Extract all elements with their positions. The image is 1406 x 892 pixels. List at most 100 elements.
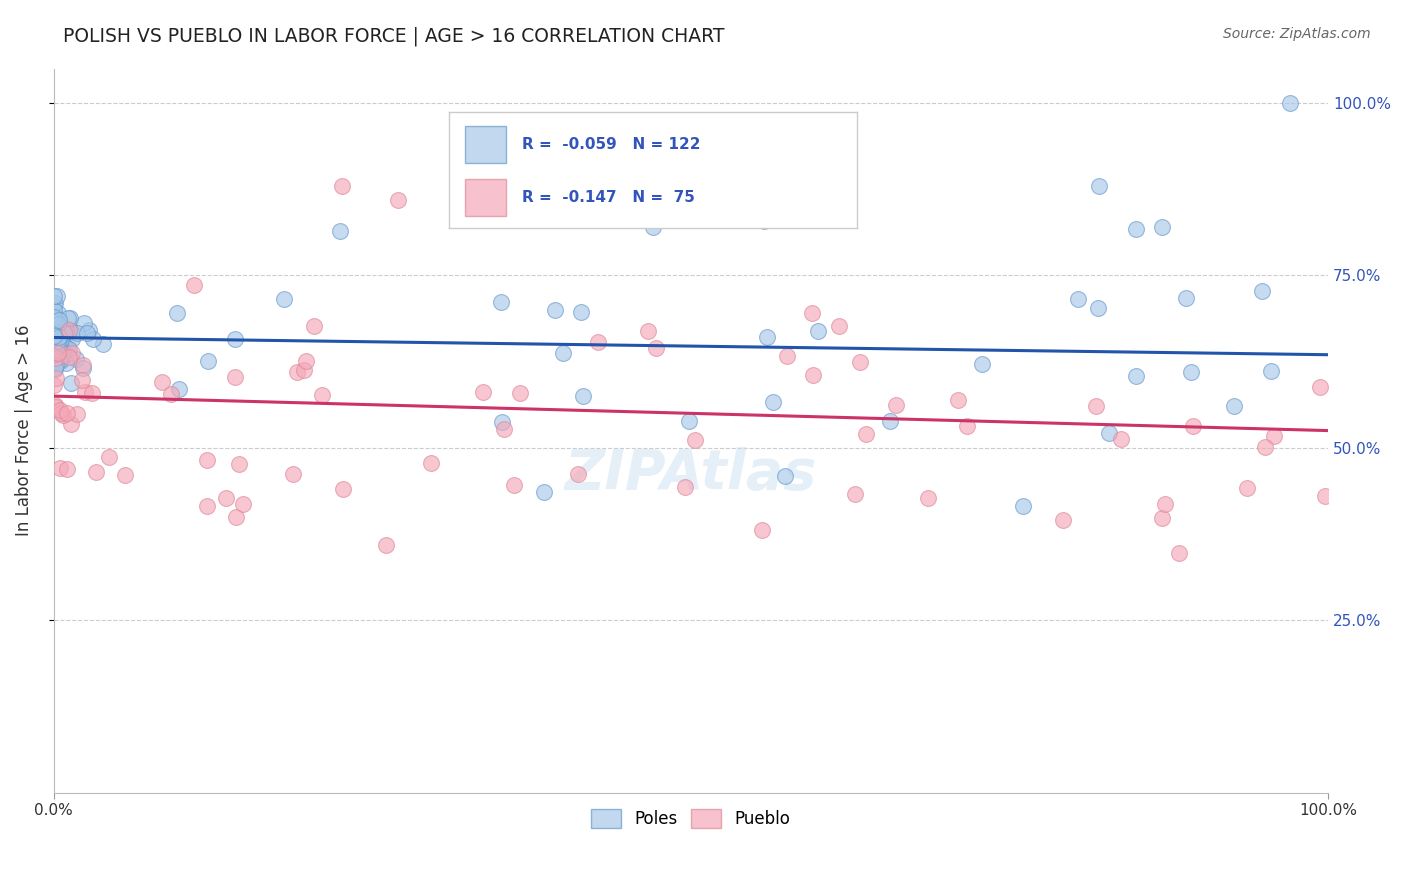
Point: [1052, 513, 1074, 527]
Point: [49, 353, 72, 368]
Point: [1066, 292, 1088, 306]
Point: [82, 332, 104, 346]
Point: [45, 332, 67, 346]
Point: [666, 213, 689, 227]
Point: [45, 336, 67, 351]
Point: [44, 361, 66, 376]
Point: [551, 345, 574, 359]
Point: [51, 323, 73, 337]
Point: [44, 315, 66, 329]
Point: [45, 318, 67, 332]
Point: [330, 178, 353, 193]
Point: [678, 414, 700, 428]
Point: [48, 312, 70, 326]
Point: [509, 385, 531, 400]
Point: [472, 385, 495, 400]
Point: [567, 467, 589, 482]
Point: [1278, 95, 1301, 110]
Point: [1152, 220, 1174, 235]
Point: [946, 393, 969, 408]
Point: [283, 467, 305, 481]
Point: [42, 308, 65, 322]
Point: [56, 322, 79, 336]
Point: [58, 350, 80, 364]
Point: [44, 343, 66, 358]
Point: [45, 351, 67, 365]
Point: [1154, 497, 1177, 511]
Point: [44, 327, 66, 342]
Point: [42, 353, 65, 368]
Point: [48, 330, 70, 344]
Point: [1125, 368, 1147, 383]
Point: [49, 353, 72, 368]
Point: [167, 382, 190, 396]
Point: [292, 363, 315, 377]
Point: [60, 417, 83, 431]
Point: [45, 371, 67, 385]
Point: [65, 351, 87, 366]
Point: [55, 406, 77, 420]
Point: [49, 350, 72, 364]
Point: [42, 346, 65, 360]
Point: [1098, 426, 1121, 441]
Point: [754, 213, 776, 227]
Point: [45, 340, 67, 354]
Point: [45, 351, 67, 366]
Point: [491, 415, 513, 429]
Point: [44, 351, 66, 365]
Point: [1085, 399, 1108, 413]
Point: [886, 398, 908, 412]
Point: [75, 384, 97, 399]
Point: [114, 467, 136, 482]
Point: [48, 337, 70, 351]
Point: [45, 358, 67, 372]
Point: [56, 310, 79, 325]
Point: [578, 178, 600, 193]
Point: [46, 313, 69, 327]
Point: [49, 332, 72, 346]
Point: [150, 375, 173, 389]
Point: [641, 220, 664, 235]
Point: [48, 403, 70, 417]
Point: [49, 354, 72, 368]
Point: [801, 368, 824, 382]
Point: [215, 491, 238, 505]
Point: [1254, 440, 1277, 454]
Point: [48, 334, 70, 349]
Point: [231, 497, 253, 511]
Point: [807, 324, 830, 338]
Point: [683, 434, 706, 448]
Point: [800, 305, 823, 319]
Point: [44, 324, 66, 338]
Point: [956, 418, 979, 433]
Point: [46, 333, 69, 347]
Text: Source: ZipAtlas.com: Source: ZipAtlas.com: [1223, 27, 1371, 41]
Point: [44, 302, 66, 317]
Point: [572, 389, 595, 403]
Point: [45, 319, 67, 334]
Point: [93, 337, 115, 351]
Point: [224, 332, 246, 346]
Point: [329, 223, 352, 237]
Point: [42, 317, 65, 331]
Point: [55, 356, 77, 370]
Point: [295, 354, 318, 368]
Point: [844, 487, 866, 501]
Point: [491, 295, 513, 310]
Point: [44, 346, 66, 360]
Point: [52, 325, 75, 339]
Point: [569, 305, 592, 319]
Point: [97, 450, 120, 464]
Point: [751, 524, 773, 538]
Point: [84, 465, 107, 479]
Point: [302, 318, 325, 333]
Point: [311, 388, 333, 402]
Point: [1167, 546, 1189, 560]
Point: [45, 400, 67, 414]
Point: [1260, 364, 1282, 378]
Point: [76, 326, 98, 340]
Y-axis label: In Labor Force | Age > 16: In Labor Force | Age > 16: [15, 325, 32, 536]
Point: [160, 387, 183, 401]
Point: [49, 338, 72, 352]
Point: [53, 326, 76, 340]
